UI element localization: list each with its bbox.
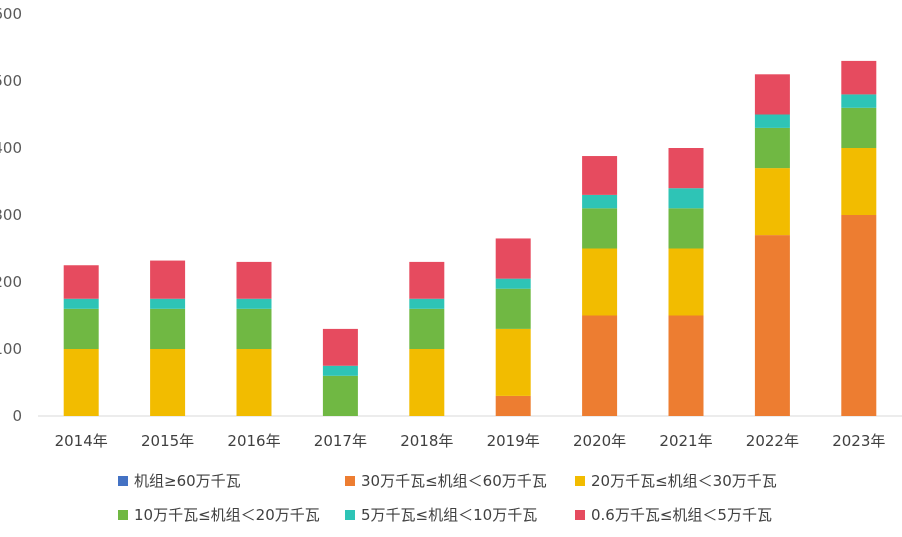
bar-segment <box>322 365 358 376</box>
bar-segment <box>236 308 272 349</box>
bar-segment <box>582 315 618 416</box>
bar-segment <box>582 194 618 209</box>
legend-label: 10万千瓦≤机组＜20万千瓦 <box>134 506 320 524</box>
x-tick-label: 2015年 <box>141 432 194 450</box>
stacked-bar-chart: 0 100 200 300 400 500 600 2014年 2015年 2016年 2017年 2… <box>0 5 902 450</box>
bar-segment <box>754 168 790 236</box>
y-tick-label: 200 <box>0 273 22 291</box>
x-tick-label: 2018年 <box>400 432 453 450</box>
bar-segment <box>754 127 790 169</box>
legend-swatch <box>345 475 355 486</box>
legend-label: 30万千瓦≤机组＜60万千瓦 <box>361 472 547 490</box>
bar-segment <box>668 148 704 189</box>
bar-segment <box>322 328 358 366</box>
bar-segment <box>150 260 186 299</box>
legend-swatch <box>118 475 128 486</box>
bar-segment <box>409 298 445 309</box>
bar-segment <box>236 261 272 299</box>
bar-segment <box>582 156 618 195</box>
bar-segment <box>841 94 877 108</box>
y-tick-label: 100 <box>0 340 22 358</box>
bar-segment <box>582 248 618 316</box>
bar-segment <box>841 148 877 215</box>
bar-segment <box>150 349 186 416</box>
bar-segment <box>63 298 99 309</box>
bar-segment <box>841 107 877 148</box>
bar-segment <box>495 328 531 396</box>
x-tick-label: 2021年 <box>659 432 712 450</box>
bar-segment <box>409 261 445 299</box>
bar-segment <box>582 208 618 249</box>
y-tick-label: 0 <box>12 407 22 425</box>
bar-segment <box>495 395 531 416</box>
bar-segment <box>409 349 445 416</box>
bar-segment <box>495 278 531 289</box>
bar-segment <box>754 235 790 416</box>
chart-legend: 机组≥60万千瓦 30万千瓦≤机组＜60万千瓦 20万千瓦≤机组＜30万千瓦 10万千… <box>0 462 902 532</box>
bar-segment <box>495 288 531 329</box>
legend-swatch <box>118 509 128 520</box>
legend-swatch <box>575 509 585 520</box>
legend-swatch <box>345 509 355 520</box>
legend-item: 10万千瓦≤机组＜20万千瓦 <box>118 504 320 525</box>
bar-segment <box>495 238 531 279</box>
bar-segment <box>668 188 704 209</box>
legend-item: 机组≥60万千瓦 <box>118 470 241 491</box>
bar-segment <box>668 315 704 416</box>
legend-item: 30万千瓦≤机组＜60万千瓦 <box>345 470 547 491</box>
legend-label: 20万千瓦≤机组＜30万千瓦 <box>591 472 777 490</box>
bar-segment <box>63 349 99 416</box>
bar-segment <box>668 208 704 249</box>
x-tick-label: 2019年 <box>487 432 540 450</box>
bar-segment <box>322 375 358 416</box>
bar-segment <box>236 298 272 309</box>
bar-segment <box>754 114 790 128</box>
x-tick-label: 2023年 <box>832 432 885 450</box>
x-tick-label: 2016年 <box>227 432 280 450</box>
bar-segment <box>409 308 445 349</box>
bar-segment <box>668 248 704 316</box>
legend-item: 0.6万千瓦≤机组＜5万千瓦 <box>575 504 772 525</box>
legend-label: 5万千瓦≤机组＜10万千瓦 <box>361 506 538 524</box>
y-tick-label: 300 <box>0 206 22 224</box>
y-tick-label: 500 <box>0 72 22 90</box>
x-tick-label: 2017年 <box>314 432 367 450</box>
x-tick-label: 2022年 <box>746 432 799 450</box>
bar-segment <box>841 215 877 416</box>
bar-segment <box>841 60 877 95</box>
x-tick-label: 2020年 <box>573 432 626 450</box>
legend-item: 20万千瓦≤机组＜30万千瓦 <box>575 470 777 491</box>
bar-segment <box>754 74 790 115</box>
legend-swatch <box>575 475 585 486</box>
bar-segment <box>150 298 186 309</box>
x-tick-label: 2014年 <box>55 432 108 450</box>
y-tick-label: 400 <box>0 139 22 157</box>
bar-segment <box>150 308 186 349</box>
bar-segment <box>63 308 99 349</box>
y-tick-label: 600 <box>0 5 22 23</box>
legend-item: 5万千瓦≤机组＜10万千瓦 <box>345 504 537 525</box>
bar-segment <box>63 265 99 299</box>
legend-label: 0.6万千瓦≤机组＜5万千瓦 <box>591 506 772 524</box>
legend-label: 机组≥60万千瓦 <box>134 472 241 490</box>
bar-segment <box>236 349 272 416</box>
